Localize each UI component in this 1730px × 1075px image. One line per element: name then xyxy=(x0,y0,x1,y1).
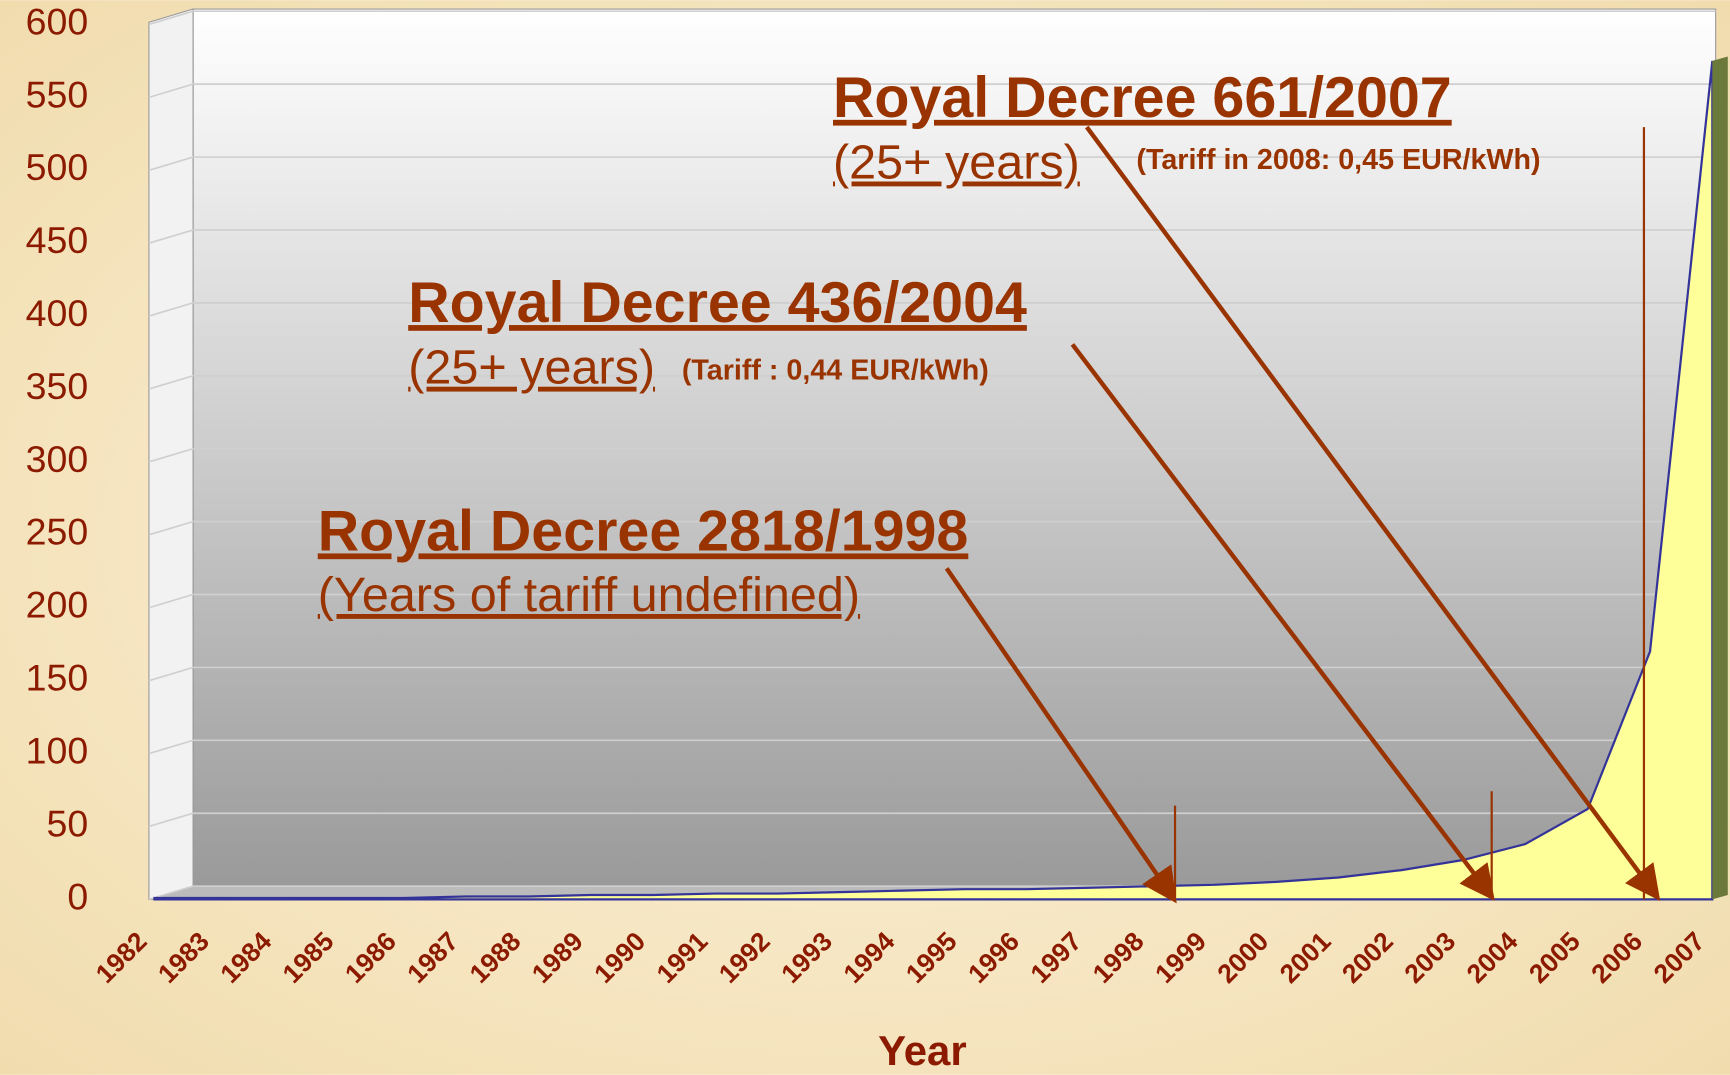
y-tick-label: 350 xyxy=(26,365,89,407)
arrow xyxy=(1084,125,1661,901)
y-tick-label: 550 xyxy=(26,73,89,115)
annotation-subtitle: (25+ years) xyxy=(833,136,1080,190)
annotation-note: (Tariff : 0,44 EUR/kWh) xyxy=(682,355,989,387)
y-tick-label: 100 xyxy=(26,729,89,771)
annotation-subtitle: (25+ years) xyxy=(408,341,655,395)
y-tick-label: 450 xyxy=(26,219,89,261)
annotation-title: Royal Decree 2818/1998 xyxy=(318,499,969,563)
y-tick-label: 500 xyxy=(26,146,89,188)
y-tick-label: 250 xyxy=(26,511,89,553)
side-wall xyxy=(148,8,194,901)
y-tick-label: 600 xyxy=(26,0,89,42)
grid-line xyxy=(148,229,1716,244)
arrow xyxy=(944,567,1177,904)
area-side xyxy=(1712,56,1728,900)
annotation-note: (Tariff in 2008: 0,45 EUR/kWh) xyxy=(1136,144,1540,176)
annotation-title: Royal Decree 661/2007 xyxy=(833,66,1452,130)
grid-line xyxy=(148,447,1716,463)
grid-line xyxy=(148,666,1716,682)
arrows xyxy=(944,125,1661,904)
y-tick-label: 0 xyxy=(67,875,88,917)
annotation-subtitle: (Years of tariff undefined) xyxy=(318,568,860,622)
grid-line xyxy=(148,302,1716,317)
y-tick-label: 50 xyxy=(47,802,89,844)
y-tick-label: 300 xyxy=(26,438,89,480)
grid-line xyxy=(148,739,1716,755)
x-axis-label: Year xyxy=(878,1027,967,1074)
grid-line xyxy=(148,156,1716,172)
y-tick-label: 150 xyxy=(26,657,89,699)
grid-line xyxy=(148,83,1716,99)
arrow xyxy=(1070,343,1495,901)
grid-line xyxy=(148,593,1716,609)
y-tick-label: 400 xyxy=(26,292,89,334)
grid-line xyxy=(148,10,1716,26)
area xyxy=(153,60,1714,901)
y-tick-label: 200 xyxy=(26,584,89,626)
annotation-title: Royal Decree 436/2004 xyxy=(408,271,1027,335)
grid-line xyxy=(148,374,1716,390)
grid-line xyxy=(148,812,1716,828)
